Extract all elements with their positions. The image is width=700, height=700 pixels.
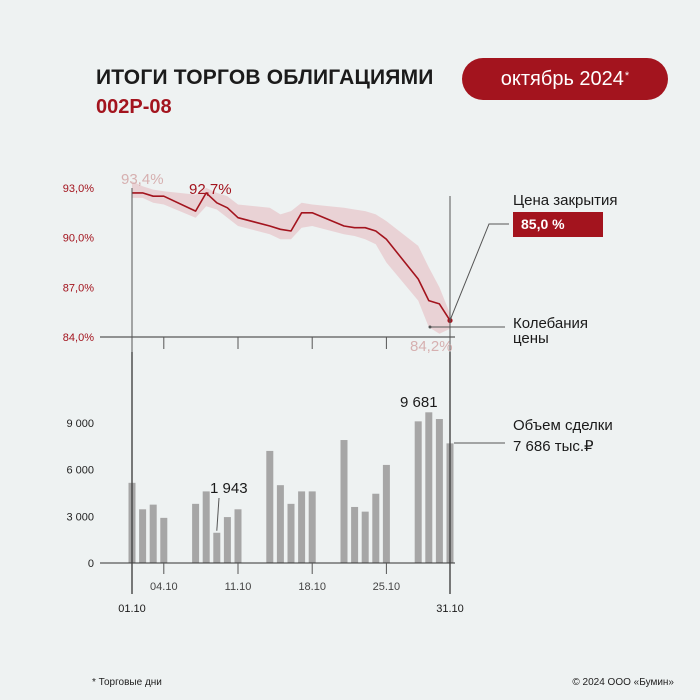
x-date-label: 04.10 (150, 581, 178, 593)
volume-bar (372, 493, 380, 563)
volume-legend-value: 7 686 тыс.₽ (513, 438, 594, 455)
price-tick-label: 90,0% (63, 233, 94, 245)
min-volume-leader (216, 497, 220, 531)
volume-bar (149, 504, 157, 563)
page-title: ИТОГИ ТОРГОВ ОБЛИГАЦИЯМИ (96, 66, 434, 89)
volume-bar (139, 509, 147, 563)
max-range-label: 93,4% (121, 171, 164, 188)
volume-bar (414, 421, 422, 563)
volume-bar (160, 517, 168, 563)
volume-tick-label: 9 000 (66, 418, 94, 430)
volume-bar (382, 464, 390, 563)
volume-bar (266, 450, 274, 563)
period-badge: октябрь 2024 * (462, 58, 668, 100)
volume-bar (361, 511, 369, 563)
period-footnote-mark: * (624, 70, 630, 82)
footnote: * Торговые дни (92, 677, 162, 688)
volume-bar (213, 532, 221, 563)
volume-tick-label: 6 000 (66, 465, 94, 477)
period-text: октябрь 2024 (500, 67, 624, 90)
range-legend-label-1: Колебания (513, 315, 588, 332)
volume-tick-label: 0 (88, 558, 94, 570)
volume-bar (435, 419, 443, 563)
close-value-box (513, 212, 603, 237)
volume-bar (308, 491, 316, 563)
volume-bar (223, 517, 231, 563)
volume-bar (192, 503, 200, 563)
range-leader-dot (428, 325, 432, 329)
x-date-label: 01.10 (118, 603, 146, 615)
max-close-label: 92,7% (189, 181, 232, 198)
volume-bar (202, 491, 210, 563)
price-tick-label: 84,0% (63, 332, 94, 344)
min-range-label: 84,2% (410, 338, 453, 355)
copyright: © 2024 ООО «Бумин» (572, 677, 674, 688)
close-value: 85,0 % (521, 216, 565, 232)
max-volume-label: 9 681 (400, 394, 438, 411)
range-legend-label-2: цены (513, 330, 549, 347)
price-range-band (132, 181, 450, 334)
close-price-line (132, 192, 451, 321)
volume-legend-label: Объем сделки (513, 417, 613, 434)
x-date-label: 18.10 (298, 581, 326, 593)
x-date-label: 11.10 (225, 581, 252, 593)
min-volume-label: 1 943 (210, 480, 248, 497)
price-tick-label: 87,0% (63, 282, 94, 294)
close-legend-label: Цена закрытия (513, 192, 618, 209)
volume-bar (298, 491, 306, 563)
bond-code: 002Р-08 (96, 96, 172, 118)
price-tick-label: 93,0% (63, 183, 94, 195)
volume-bar (287, 503, 295, 563)
x-date-label: 25.10 (373, 581, 401, 593)
close-leader-line (449, 223, 509, 321)
x-date-label: 31.10 (436, 603, 464, 615)
volume-bar (340, 440, 348, 563)
volume-bar (276, 485, 284, 563)
volume-bar (425, 412, 433, 563)
volume-tick-label: 3 000 (66, 511, 94, 523)
volume-bar (234, 509, 242, 563)
volume-bar (351, 506, 359, 563)
